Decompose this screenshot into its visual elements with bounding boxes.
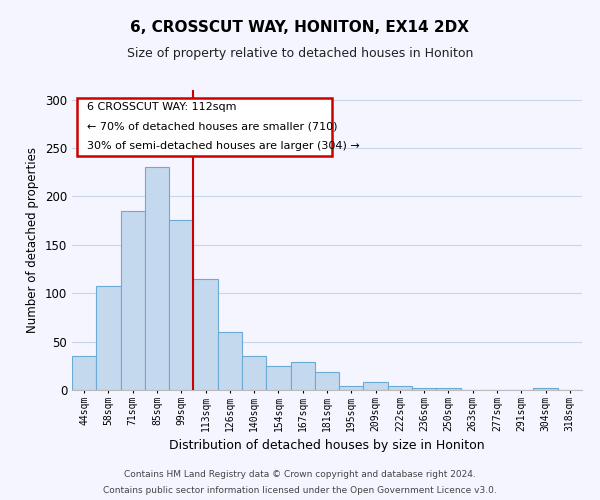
Bar [218,332,242,390]
Bar [533,388,558,390]
Text: Contains HM Land Registry data © Crown copyright and database right 2024.: Contains HM Land Registry data © Crown c… [124,470,476,479]
Bar [436,388,461,390]
FancyBboxPatch shape [77,98,332,156]
Bar [193,278,218,390]
Bar [145,168,169,390]
Text: Size of property relative to detached houses in Honiton: Size of property relative to detached ho… [127,48,473,60]
Y-axis label: Number of detached properties: Number of detached properties [26,147,40,333]
Bar [364,382,388,390]
Bar [169,220,193,390]
Bar [412,388,436,390]
Bar [315,372,339,390]
Bar [121,211,145,390]
Text: Contains public sector information licensed under the Open Government Licence v3: Contains public sector information licen… [103,486,497,495]
Bar [72,356,96,390]
Text: 6 CROSSCUT WAY: 112sqm: 6 CROSSCUT WAY: 112sqm [88,102,237,112]
Text: 30% of semi-detached houses are larger (304) →: 30% of semi-detached houses are larger (… [88,141,360,151]
Bar [388,386,412,390]
X-axis label: Distribution of detached houses by size in Honiton: Distribution of detached houses by size … [169,439,485,452]
Bar [290,362,315,390]
Bar [266,366,290,390]
Bar [96,286,121,390]
Bar [242,356,266,390]
Text: ← 70% of detached houses are smaller (710): ← 70% of detached houses are smaller (71… [88,122,338,132]
Text: 6, CROSSCUT WAY, HONITON, EX14 2DX: 6, CROSSCUT WAY, HONITON, EX14 2DX [131,20,470,35]
Bar [339,386,364,390]
